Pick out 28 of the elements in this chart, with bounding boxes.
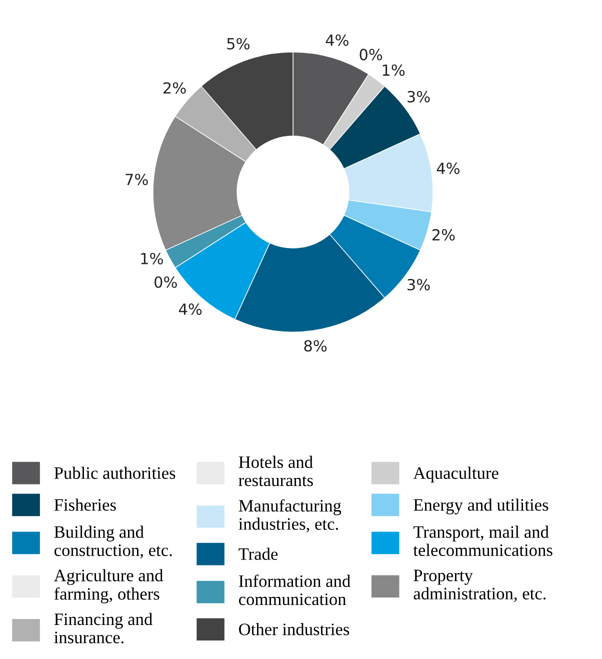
- data-label: 1%: [141, 252, 163, 264]
- legend-label: Financing and insurance.: [54, 612, 152, 644]
- data-label: 3%: [408, 278, 430, 290]
- legend-label: Hotels and restaurants: [238, 456, 313, 486]
- data-label: 3%: [408, 90, 430, 102]
- legend-label: Building and construction, etc.: [54, 526, 172, 559]
- data-label: 4%: [178, 303, 202, 315]
- legend-label: Agriculture and farming, others: [54, 569, 164, 604]
- data-label: 4%: [326, 34, 348, 46]
- data-label: 8%: [304, 340, 327, 352]
- data-label: 4%: [436, 162, 460, 174]
- legend-label: Transport, mail and telecommunications: [413, 526, 552, 556]
- legend-label: Public authorities: [54, 466, 176, 479]
- legend-label: Property administration, etc.: [414, 570, 546, 602]
- data-label: 2%: [164, 82, 186, 94]
- data-label: 1%: [382, 64, 405, 76]
- legend-label: Other industries: [239, 623, 350, 636]
- data-label: 5%: [227, 38, 250, 50]
- text: 0%: [360, 48, 382, 60]
- legend-label: Fisheries: [54, 498, 116, 511]
- legend-label: Trade: [238, 548, 278, 560]
- text: 0%: [154, 276, 177, 288]
- legend-label: Manufacturing industries, etc.: [238, 499, 342, 532]
- data-label: 2%: [432, 229, 455, 241]
- legend-label: Aquaculture: [413, 466, 498, 482]
- legend-label: Information and communication: [238, 574, 350, 606]
- legend-label: Energy and utilities: [414, 498, 548, 514]
- data-label: 7%: [126, 174, 148, 186]
